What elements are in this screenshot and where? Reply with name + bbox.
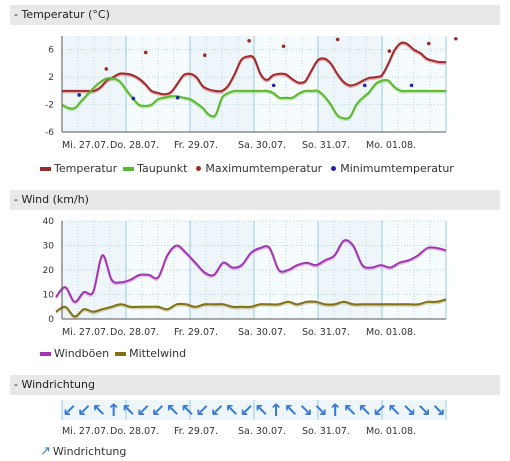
dewpoint-legend-label: Taupunkt <box>137 162 188 175</box>
temperature-section-header: - Temperatur (°C) <box>10 5 500 25</box>
direction-x-label: Mo. 01.08. <box>366 426 416 437</box>
direction-x-label: Mi. 27.07. <box>62 426 109 437</box>
wind-x-label: Fr. 29.07. <box>174 327 218 338</box>
wind-direction-arrow: ↙ <box>239 401 253 421</box>
wind-x-label: Mi. 27.07. <box>62 327 109 338</box>
wind-direction-arrow: ↙ <box>210 401 224 421</box>
temp-x-label: Do. 28.07. <box>110 140 159 151</box>
wind-direction-arrow: ↙ <box>372 401 386 421</box>
temp-y-tick: -2 <box>45 101 54 111</box>
min-temp-point <box>271 83 276 88</box>
wind-direction-arrow: ↖ <box>387 401 401 421</box>
temp-y-tick: -6 <box>45 128 54 138</box>
wind-direction-arrow: ↙ <box>151 401 165 421</box>
temp-y-tick: 6 <box>48 46 54 56</box>
temp-x-label: Sa. 30.07. <box>238 140 286 151</box>
max-temp-legend-label: Maximumtemperatur <box>205 162 323 175</box>
direction-legend-icon: ↗ <box>40 444 51 459</box>
wind-direction-arrow: ↙ <box>195 401 209 421</box>
direction-x-label: So. 31.07. <box>302 426 350 437</box>
temp-x-label: Mo. 01.08. <box>366 140 416 151</box>
direction-x-label: Do. 28.07. <box>110 426 159 437</box>
temperature-legend: Temperatur Taupunkt Maximumtemperatur Mi… <box>40 162 460 175</box>
min-temp-point <box>409 83 414 88</box>
wind-direction-arrow: ↖ <box>254 401 268 421</box>
gust-line-shadow <box>55 240 447 305</box>
wind-chart: 0 10 20 30 40 Mi. 27.07. Do. 28.07. Fr. 29.07.… <box>43 217 447 338</box>
wind-direction-arrow: ↘ <box>313 401 327 421</box>
min-temp-legend-label: Minimumtemperatur <box>340 162 454 175</box>
wind-direction-arrow: ↖ <box>358 401 372 421</box>
wind-y-tick: 40 <box>43 217 55 227</box>
gust-legend-label: Windböen <box>54 347 110 360</box>
wind-legend: Windböen Mittelwind <box>40 347 192 360</box>
wind-direction-arrow: ↖ <box>284 401 298 421</box>
direction-x-label: Sa. 30.07. <box>238 426 286 437</box>
direction-x-label: Fr. 29.07. <box>174 426 218 437</box>
wind-x-label: Sa. 30.07. <box>238 327 286 338</box>
max-temp-point <box>247 39 251 43</box>
max-temp-point <box>454 36 458 41</box>
wind-direction-arrow: ↖ <box>166 401 180 421</box>
gust-line <box>55 239 447 303</box>
wind-direction-arrow: ↙ <box>77 401 91 421</box>
wind-line <box>55 298 447 318</box>
max-temp-point <box>104 67 109 71</box>
temp-x-label: Mi. 27.07. <box>62 140 109 151</box>
min-temp-point <box>175 95 180 100</box>
dewpoint-line <box>61 77 446 120</box>
max-temp-point <box>143 50 148 55</box>
temperature-legend-label: Temperatur <box>54 162 118 175</box>
wind-direction-arrow: ↘ <box>431 401 445 421</box>
wind-direction-strip: ↙ ↙ ↖ ↑ ↖ ↙ ↙ ↖ ↖ ↙ ↙ ↖ ↙ ↖ ↑ ↖ ↘ ↘ ↑ ↖ ↖ ↙ ↖ ↘ ↘ ↘ Mi. 27.07. Do.… <box>61 400 447 437</box>
wind-direction-arrow: ↖ <box>121 401 135 421</box>
wind-direction-arrow: ↑ <box>269 401 283 421</box>
wind-direction-arrow: ↖ <box>180 401 194 421</box>
wind-legend-swatch <box>115 351 127 356</box>
wind-y-tick: 30 <box>43 242 55 252</box>
wind-section-header: - Wind (km/h) <box>10 190 500 210</box>
temp-y-tick: 2 <box>48 73 54 83</box>
wind-x-label: So. 31.07. <box>302 327 350 338</box>
wind-y-tick: 0 <box>48 315 54 325</box>
wind-x-label: Do. 28.07. <box>110 327 159 338</box>
min-temp-point <box>77 93 82 97</box>
max-temp-point <box>426 41 431 46</box>
max-temp-legend-dot <box>196 166 202 171</box>
max-temp-point <box>335 37 340 42</box>
wind-direction-arrow: ↖ <box>225 401 239 421</box>
direction-legend: ↗ Windrichtung <box>40 444 132 459</box>
wind-direction-arrow: ↘ <box>417 401 431 421</box>
wind-direction-arrow: ↖ <box>92 401 106 421</box>
wind-direction-arrow: ↘ <box>299 401 313 421</box>
wind-direction-arrow: ↘ <box>402 401 416 421</box>
max-temp-point <box>387 49 392 53</box>
direction-legend-label: Windrichtung <box>52 445 127 458</box>
temp-x-label: So. 31.07. <box>302 140 350 151</box>
min-temp-legend-dot <box>331 166 337 171</box>
temperature-line <box>62 41 447 96</box>
dewpoint-legend-swatch <box>123 166 135 171</box>
gust-legend-swatch <box>40 351 51 356</box>
max-temp-point <box>281 44 286 49</box>
wind-y-tick: 20 <box>43 266 55 276</box>
wind-direction-arrow: ↑ <box>107 401 121 421</box>
min-temp-point <box>362 83 367 88</box>
wind-x-label: Mo. 01.08. <box>366 327 416 338</box>
wind-direction-arrow: ↖ <box>343 401 357 421</box>
wind-direction-arrow: ↙ <box>136 401 150 421</box>
wind-y-tick: 10 <box>43 291 55 301</box>
temperature-chart: -6 -2 2 6 Mi. 27.07. Do. 28.07. Fr. 29.07. Sa.… <box>45 36 458 151</box>
max-temp-point <box>202 53 207 57</box>
temperature-legend-swatch <box>40 166 51 171</box>
min-temp-point <box>131 96 136 101</box>
direction-section-header: - Windrichtung <box>10 375 500 395</box>
temp-x-label: Fr. 29.07. <box>174 140 218 151</box>
wind-direction-arrow: ↑ <box>328 401 342 421</box>
wind-line-shadow <box>55 299 447 319</box>
wind-direction-arrow: ↙ <box>62 401 76 421</box>
wind-legend-label: Mittelwind <box>129 347 187 360</box>
